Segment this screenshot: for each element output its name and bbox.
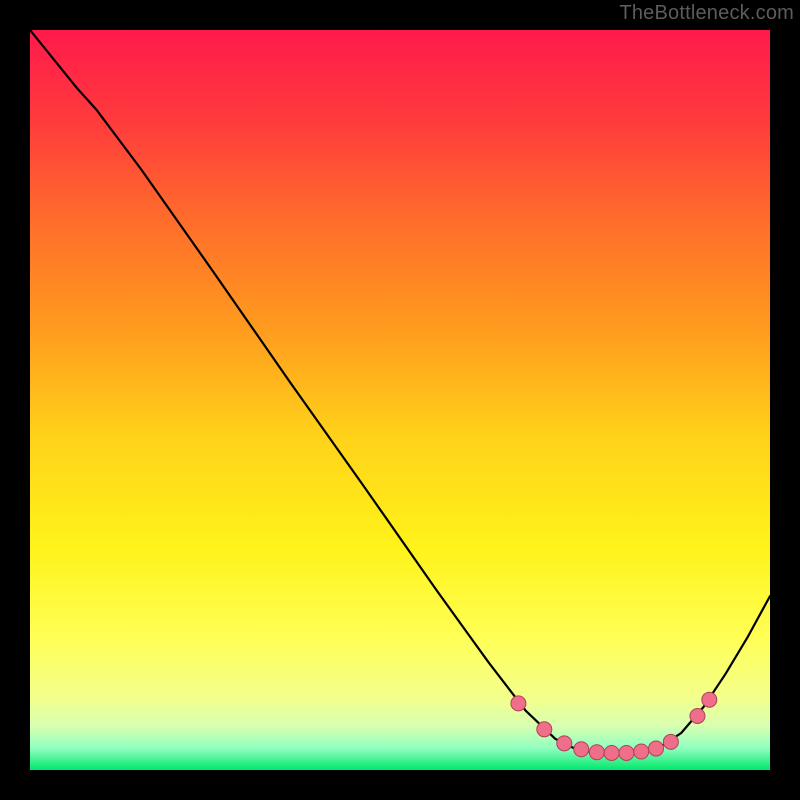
marker-point	[690, 708, 705, 723]
marker-point	[634, 744, 649, 759]
marker-point	[649, 741, 664, 756]
marker-point	[702, 692, 717, 707]
marker-point	[511, 696, 526, 711]
plot-area	[30, 30, 770, 770]
chart-container: TheBottleneck.com	[0, 0, 800, 800]
marker-point	[619, 745, 634, 760]
marker-point	[574, 742, 589, 757]
marker-point	[589, 745, 604, 760]
bottleneck-chart	[0, 0, 800, 800]
marker-point	[663, 734, 678, 749]
marker-point	[537, 722, 552, 737]
gradient-background	[30, 30, 770, 770]
marker-point	[604, 745, 619, 760]
marker-point	[557, 736, 572, 751]
